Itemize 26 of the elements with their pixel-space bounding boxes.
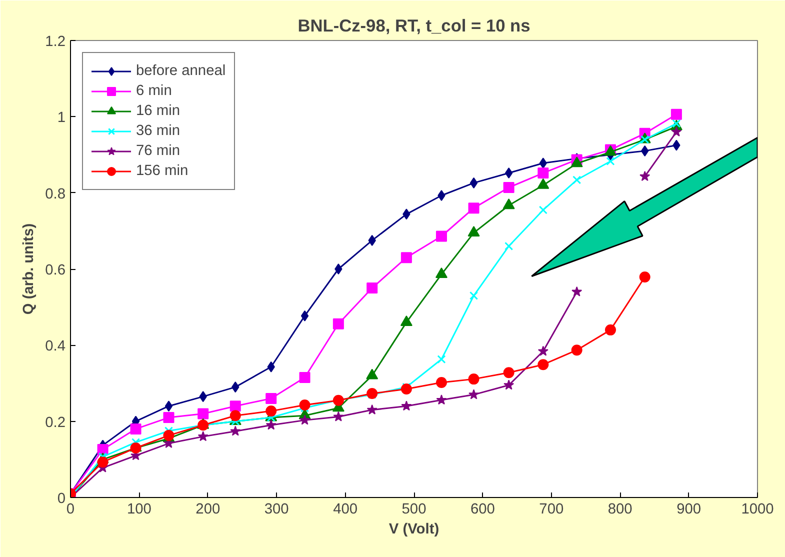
y-tick-label: 0.8 — [45, 186, 66, 202]
y-axis-title: Q (arb. units) — [21, 223, 38, 315]
legend-label: 156 min — [136, 163, 188, 179]
x-tick-label: 500 — [402, 502, 426, 518]
y-tick-label: 0.6 — [45, 262, 66, 278]
legend-label: 16 min — [136, 103, 180, 119]
x-tick-label: 700 — [539, 502, 564, 518]
x-tick-label: 100 — [126, 502, 152, 518]
x-tick-label: 1000 — [741, 502, 774, 518]
legend-label: 36 min — [136, 123, 180, 139]
legend-label: 76 min — [136, 143, 180, 159]
x-tick-label: 600 — [470, 502, 495, 518]
legend-label: 6 min — [136, 83, 172, 99]
x-tick-label: 800 — [608, 502, 632, 518]
y-tick-label: 0 — [57, 491, 66, 507]
y-tick-label: 1.2 — [45, 34, 66, 50]
x-tick-label: 300 — [264, 502, 289, 518]
x-tick-label: 900 — [676, 502, 702, 518]
y-tick-label: 0.4 — [45, 338, 66, 355]
y-tick-label: 1 — [57, 110, 66, 126]
x-axis-title: V (Volt) — [388, 522, 440, 538]
legend-label: before anneal — [136, 63, 226, 79]
y-tick-label: 0.2 — [45, 414, 66, 431]
x-tick-label: 400 — [333, 502, 358, 518]
chart-title: BNL-Cz-98, RT, t_col = 10 ns — [298, 16, 530, 36]
x-tick-label: 200 — [196, 502, 220, 518]
